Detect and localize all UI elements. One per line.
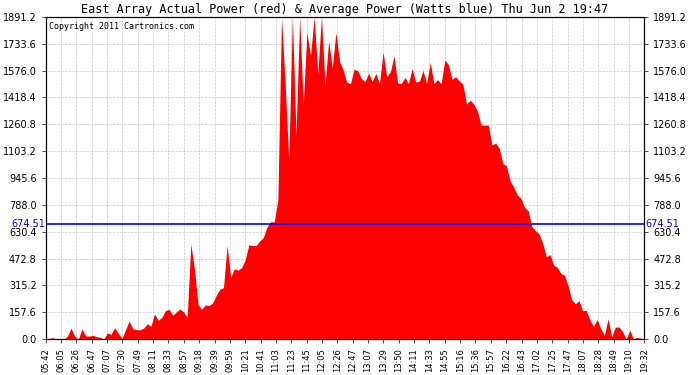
- Title: East Array Actual Power (red) & Average Power (Watts blue) Thu Jun 2 19:47: East Array Actual Power (red) & Average …: [81, 3, 609, 16]
- Text: Copyright 2011 Cartronics.com: Copyright 2011 Cartronics.com: [49, 22, 194, 31]
- Text: 674.51: 674.51: [645, 219, 679, 229]
- Text: 674.51: 674.51: [11, 219, 45, 229]
